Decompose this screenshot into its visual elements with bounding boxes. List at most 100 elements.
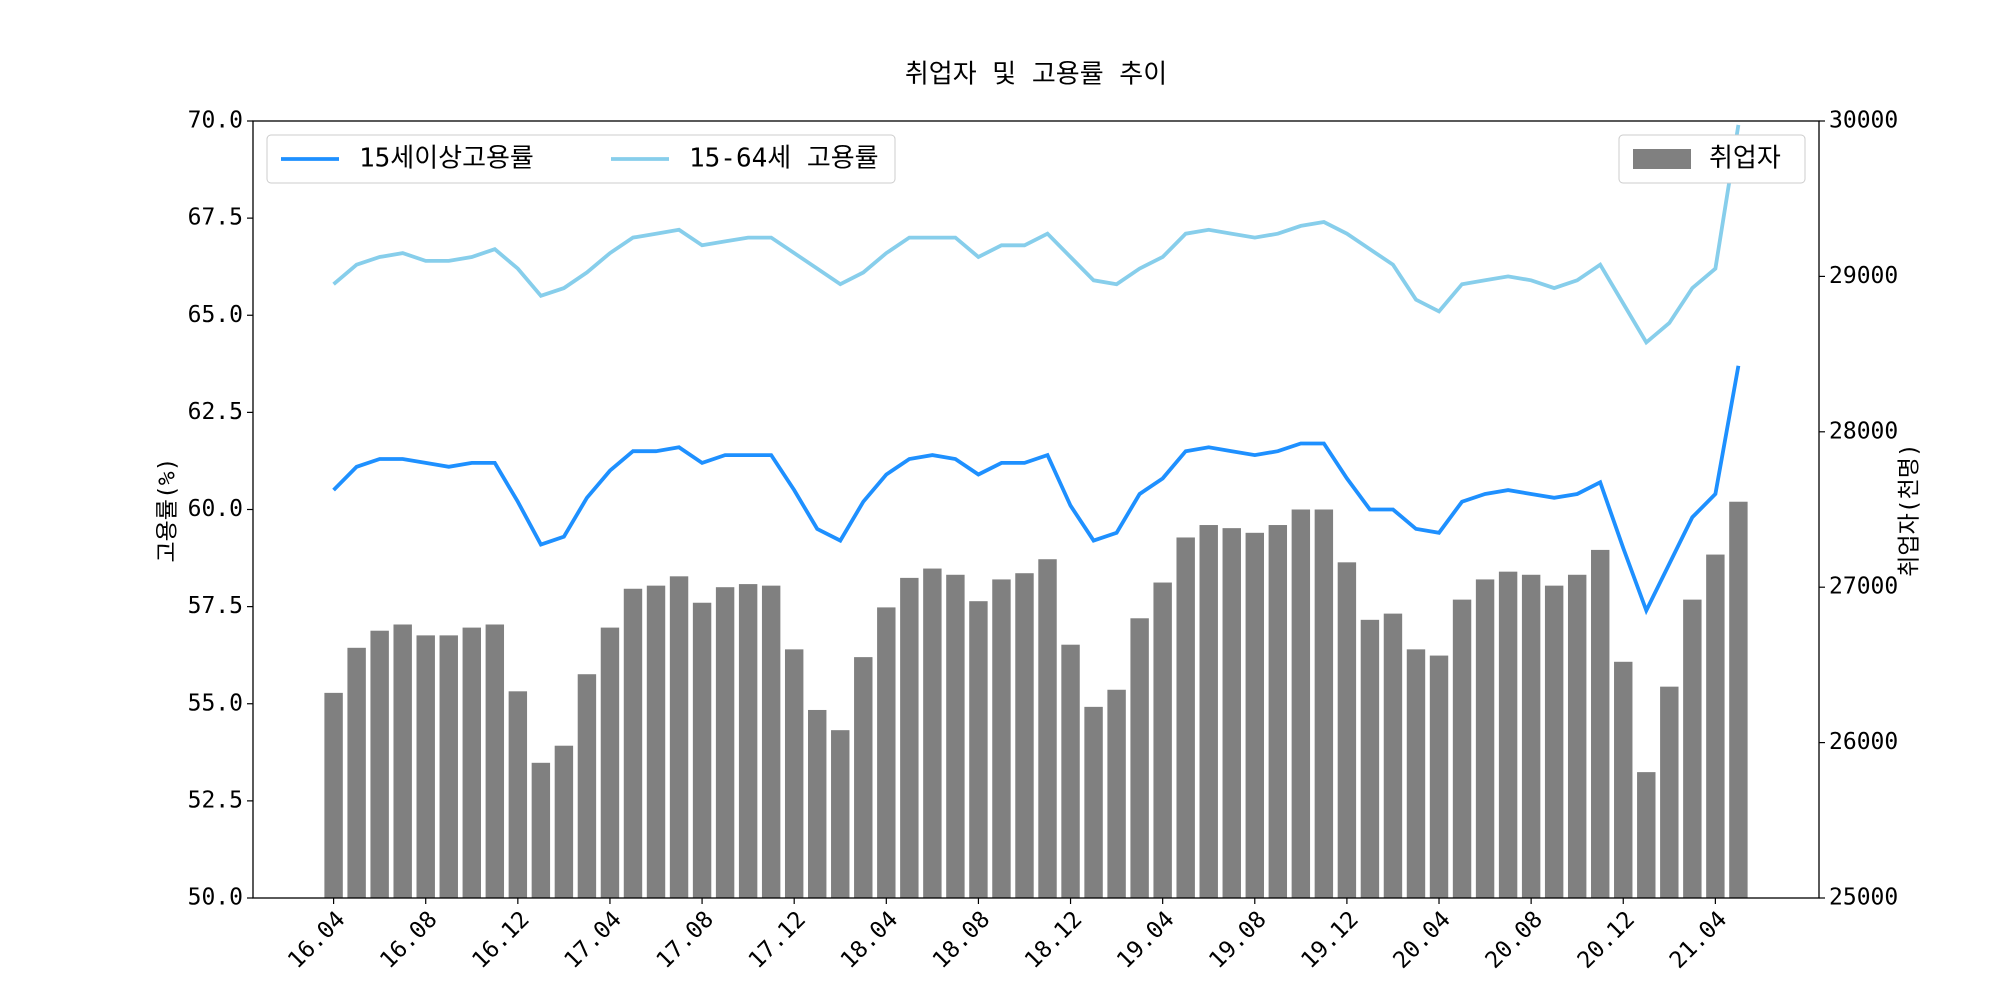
x-tick-label: 18.12 — [1020, 906, 1087, 973]
bar — [1268, 525, 1288, 898]
bar — [900, 577, 919, 898]
bar — [1637, 772, 1656, 898]
bar — [1222, 528, 1241, 898]
bar — [1614, 661, 1633, 898]
bar — [738, 584, 758, 898]
bar — [1176, 537, 1195, 898]
bar — [1337, 562, 1357, 898]
x-tick-label: 16.12 — [467, 906, 534, 973]
bar — [1107, 689, 1126, 898]
bar — [1406, 649, 1426, 898]
x-tick-label: 19.04 — [1112, 906, 1179, 973]
bar — [969, 601, 988, 898]
bar — [646, 585, 666, 898]
bar — [1291, 509, 1311, 898]
y2-tick-label: 26000 — [1829, 729, 1898, 755]
bar — [623, 588, 643, 898]
bar — [1521, 574, 1541, 898]
bar — [877, 607, 896, 898]
bar — [1567, 574, 1587, 898]
bar — [761, 585, 781, 898]
bar — [554, 745, 574, 898]
bar — [485, 624, 505, 898]
bar — [577, 674, 597, 898]
y-tick-label: 70.0 — [188, 108, 243, 134]
bar — [1038, 559, 1057, 898]
x-tick-label: 20.08 — [1481, 906, 1548, 973]
legend-box — [266, 134, 896, 184]
legend-swatch — [1633, 149, 1691, 169]
y2-tick-label: 30000 — [1829, 108, 1898, 134]
x-tick-label: 18.04 — [836, 906, 903, 973]
legend-label: 취업자 — [1709, 144, 1781, 174]
bar — [1199, 525, 1218, 898]
bar — [1591, 549, 1610, 898]
x-tick-label: 19.08 — [1204, 906, 1271, 973]
y-axis-label: 고용률(%) — [155, 457, 181, 562]
x-tick-label: 19.12 — [1296, 906, 1363, 973]
bar — [854, 657, 873, 898]
y-tick-label: 67.5 — [188, 205, 243, 231]
bar — [692, 602, 712, 898]
bar — [1084, 706, 1103, 898]
x-tick-label: 18.08 — [928, 906, 995, 973]
bar — [1475, 579, 1495, 898]
bar — [439, 635, 458, 898]
bar — [600, 627, 620, 898]
bar — [1314, 509, 1334, 898]
bar — [1452, 599, 1472, 898]
bar — [1660, 686, 1679, 898]
bar — [1061, 644, 1080, 898]
x-tick-label: 17.08 — [652, 906, 719, 973]
bar — [784, 649, 804, 898]
y-tick-label: 65.0 — [188, 302, 243, 328]
y-tick-label: 50.0 — [188, 885, 243, 911]
y-tick-label: 57.5 — [188, 593, 243, 619]
bar — [1015, 573, 1034, 898]
bar — [669, 576, 689, 898]
bar — [370, 630, 389, 898]
bar — [923, 568, 942, 898]
bar — [1153, 582, 1172, 898]
x-tick-label: 17.04 — [559, 906, 626, 973]
y2-tick-label: 28000 — [1829, 418, 1898, 444]
bar — [1544, 585, 1564, 898]
y-tick-label: 55.0 — [188, 690, 243, 716]
y2-tick-label: 29000 — [1829, 263, 1898, 289]
legend-box — [1618, 134, 1806, 184]
x-tick-label: 20.12 — [1573, 906, 1640, 973]
y-tick-label: 52.5 — [188, 787, 243, 813]
y-tick-label: 60.0 — [188, 496, 243, 522]
y2-tick-label: 25000 — [1829, 885, 1898, 911]
legend-label: 15세이상고용률 — [359, 144, 534, 174]
bar — [1498, 571, 1518, 898]
bar — [508, 691, 528, 898]
bar — [831, 730, 850, 898]
bar — [715, 587, 735, 898]
y2-axis-label: 취업자(천명) — [1897, 443, 1923, 577]
bar — [808, 709, 827, 898]
bar — [1706, 554, 1725, 898]
legend-label: 15-64세 고용률 — [689, 144, 879, 174]
bar — [1729, 501, 1748, 898]
line-series — [332, 365, 1741, 616]
bar — [1130, 618, 1149, 898]
bar — [946, 574, 965, 898]
bar — [1683, 599, 1702, 898]
bar — [1245, 532, 1264, 898]
bar — [462, 627, 481, 898]
x-tick-label: 20.04 — [1389, 906, 1456, 973]
bar — [324, 692, 343, 898]
x-tick-label: 16.08 — [375, 906, 442, 973]
y2-tick-label: 27000 — [1829, 574, 1898, 600]
chart-title: 취업자 및 고용률 추이 — [905, 60, 1167, 90]
y-tick-label: 62.5 — [188, 399, 243, 425]
line-series — [332, 124, 1741, 346]
bar — [393, 624, 412, 898]
bar — [416, 635, 435, 898]
bar — [1360, 619, 1380, 898]
x-tick-label: 16.04 — [283, 906, 350, 973]
bar — [992, 579, 1011, 898]
x-tick-label: 17.12 — [744, 906, 811, 973]
